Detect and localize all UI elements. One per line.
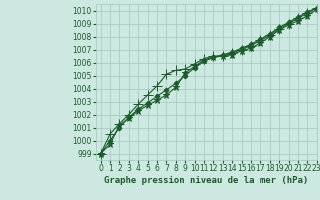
X-axis label: Graphe pression niveau de la mer (hPa): Graphe pression niveau de la mer (hPa) bbox=[104, 176, 308, 185]
